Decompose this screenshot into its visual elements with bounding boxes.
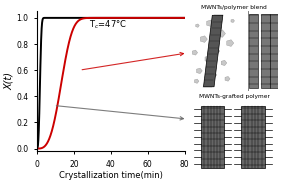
Bar: [249, 14, 258, 88]
Title: MWNTs/polymer blend: MWNTs/polymer blend: [201, 5, 267, 10]
Polygon shape: [218, 30, 225, 37]
Bar: [270, 14, 278, 88]
Polygon shape: [201, 36, 207, 42]
Bar: [261, 14, 270, 88]
Polygon shape: [213, 73, 217, 77]
Title: MWNTs-grafted polymer: MWNTs-grafted polymer: [199, 94, 270, 99]
Polygon shape: [216, 15, 221, 20]
Text: T$_c$=47°C: T$_c$=47°C: [89, 18, 127, 31]
Polygon shape: [227, 40, 234, 46]
Polygon shape: [196, 24, 199, 27]
Polygon shape: [205, 56, 212, 62]
Polygon shape: [214, 48, 220, 54]
Bar: [241, 106, 265, 168]
Polygon shape: [195, 79, 199, 83]
Bar: [201, 106, 224, 168]
Polygon shape: [203, 15, 223, 87]
Polygon shape: [225, 76, 230, 81]
Y-axis label: X(t): X(t): [4, 72, 14, 90]
Polygon shape: [221, 60, 227, 66]
Polygon shape: [192, 50, 198, 55]
Polygon shape: [197, 68, 202, 74]
X-axis label: Crystallization time(min): Crystallization time(min): [59, 171, 163, 180]
Polygon shape: [207, 20, 213, 26]
Polygon shape: [231, 19, 235, 22]
